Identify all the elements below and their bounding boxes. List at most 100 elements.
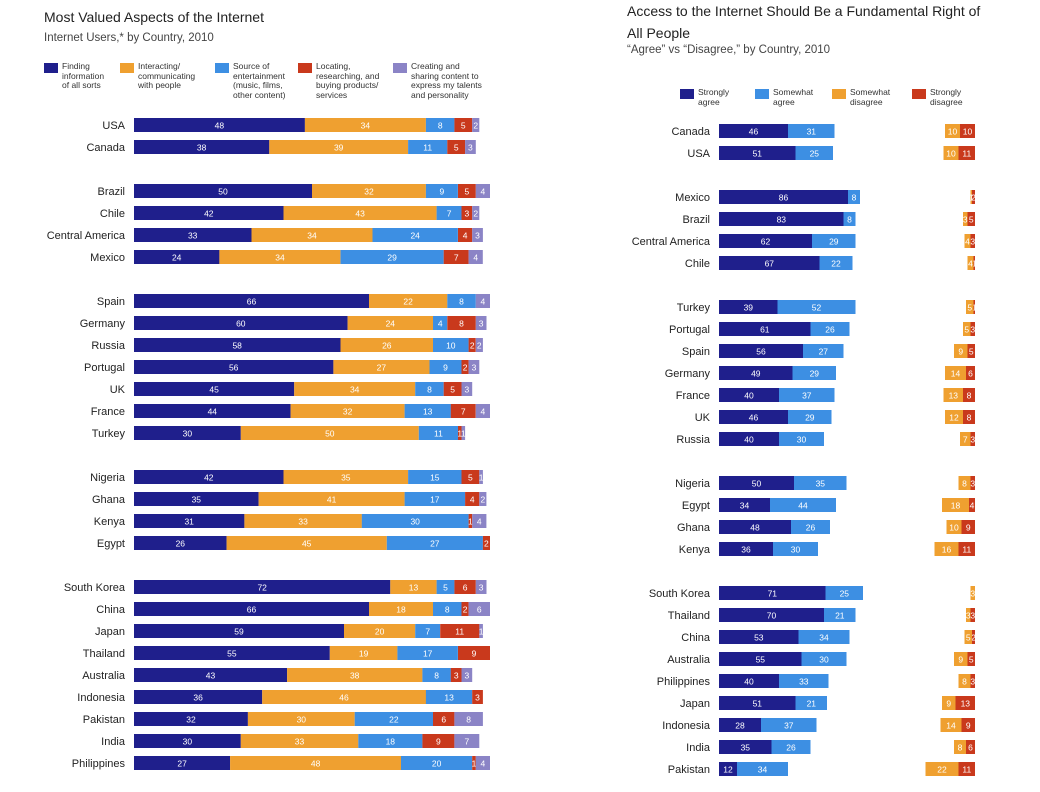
right-legend-swatch-3 bbox=[832, 89, 846, 99]
left-bar-seg-1 bbox=[134, 712, 248, 726]
right-bar-value: 1 bbox=[969, 192, 974, 202]
right-bar-value: 40 bbox=[744, 434, 754, 444]
left-bar-value: 6 bbox=[463, 582, 468, 592]
left-bar-value: 32 bbox=[364, 186, 374, 196]
left-row-russia: Russia 58 26 10 2 2 bbox=[91, 338, 483, 352]
right-country-label: Brazil bbox=[682, 214, 710, 226]
left-bar-seg-1 bbox=[134, 382, 295, 396]
left-bar-seg-1 bbox=[134, 734, 241, 748]
left-bar-seg-5 bbox=[461, 426, 466, 440]
left-bar-value: 34 bbox=[275, 252, 285, 262]
left-bar-seg-5 bbox=[475, 316, 487, 330]
left-bar-value: 4 bbox=[481, 296, 486, 306]
left-bar-seg-1 bbox=[134, 668, 288, 682]
left-bar-seg-5 bbox=[479, 492, 487, 506]
right-bar-seg-3 bbox=[945, 124, 960, 138]
left-country-label: Egypt bbox=[97, 538, 125, 550]
left-bar-seg-2 bbox=[344, 624, 416, 638]
right-bar-seg-1 bbox=[719, 322, 811, 336]
left-bar-seg-1 bbox=[134, 228, 252, 242]
right-bar-value: 29 bbox=[805, 412, 815, 422]
right-bar-value: 8 bbox=[967, 390, 972, 400]
right-bar-value: 7 bbox=[963, 434, 968, 444]
left-bar-seg-3 bbox=[386, 536, 483, 550]
left-bar-seg-4 bbox=[447, 316, 476, 330]
right-bar-value: 40 bbox=[744, 676, 754, 686]
left-bar-seg-5 bbox=[475, 184, 490, 198]
right-country-label: Thailand bbox=[668, 610, 710, 622]
left-bar-seg-4 bbox=[468, 338, 476, 352]
right-row-usa: USA 51 25 11 10 bbox=[687, 146, 975, 160]
right-bar-value: 30 bbox=[797, 434, 807, 444]
right-bar-value: 10 bbox=[949, 522, 959, 532]
left-bar-value: 50 bbox=[218, 186, 228, 196]
right-bar-value: 8 bbox=[847, 214, 852, 224]
right-bar-seg-3 bbox=[954, 652, 968, 666]
left-bar-value: 31 bbox=[184, 516, 194, 526]
left-bar-value: 43 bbox=[355, 208, 365, 218]
right-bar-value: 14 bbox=[946, 720, 956, 730]
left-bar-seg-4 bbox=[461, 602, 469, 616]
right-bar-seg-4 bbox=[970, 608, 975, 622]
left-row-egypt: Egypt 26 45 27 2 bbox=[97, 536, 490, 550]
right-bar-value: 5 bbox=[964, 324, 969, 334]
right-bar-value: 3 bbox=[970, 434, 975, 444]
left-row-nigeria: Nigeria 42 35 15 5 1 bbox=[90, 470, 484, 484]
left-bar-value: 6 bbox=[441, 714, 446, 724]
left-bar-seg-5 bbox=[472, 206, 480, 220]
right-bar-value: 46 bbox=[749, 412, 759, 422]
left-bar-seg-4 bbox=[443, 250, 469, 264]
right-bar-value: 71 bbox=[768, 588, 778, 598]
left-bar-seg-2 bbox=[283, 470, 409, 484]
left-bar-seg-4 bbox=[472, 690, 483, 704]
left-bar-seg-5 bbox=[475, 294, 490, 308]
right-bar-value: 12 bbox=[723, 764, 733, 774]
right-bar-value: 28 bbox=[735, 720, 745, 730]
right-bar-value: 3 bbox=[963, 214, 968, 224]
left-row-spain: Spain 66 22 8 4 bbox=[97, 294, 490, 308]
left-bar-seg-2 bbox=[251, 228, 373, 242]
right-bar-seg-1 bbox=[719, 344, 803, 358]
left-bar-seg-3 bbox=[447, 294, 476, 308]
left-row-germany: Germany 60 24 4 8 3 bbox=[80, 316, 487, 330]
left-legend-swatch-2 bbox=[120, 63, 134, 73]
right-bar-value: 49 bbox=[751, 368, 761, 378]
right-bar-value: 39 bbox=[744, 302, 754, 312]
left-bar-value: 4 bbox=[438, 318, 443, 328]
left-bar-seg-3 bbox=[436, 580, 455, 594]
left-bar-seg-5 bbox=[454, 712, 483, 726]
right-bar-seg-2 bbox=[761, 718, 817, 732]
left-bar-seg-1 bbox=[134, 316, 348, 330]
left-bar-seg-4 bbox=[454, 118, 473, 132]
left-bar-seg-4 bbox=[468, 514, 473, 528]
left-bar-seg-1 bbox=[134, 426, 241, 440]
left-bar-value: 5 bbox=[450, 384, 455, 394]
left-bar-value: 2 bbox=[463, 604, 468, 614]
left-bar-seg-4 bbox=[454, 580, 476, 594]
right-bar-value: 86 bbox=[779, 192, 789, 202]
left-row-australia: Australia 43 38 8 3 3 bbox=[82, 668, 473, 682]
right-bar-seg-3 bbox=[945, 410, 963, 424]
left-bar-value: 2 bbox=[473, 208, 478, 218]
left-bar-value: 44 bbox=[208, 406, 218, 416]
left-bar-value: 2 bbox=[484, 538, 489, 548]
right-bar-seg-3 bbox=[942, 696, 956, 710]
left-bar-value: 2 bbox=[477, 340, 482, 350]
left-country-label: South Korea bbox=[64, 582, 126, 594]
left-bar-value: 30 bbox=[410, 516, 420, 526]
left-row-chile: Chile 42 43 7 3 2 bbox=[100, 206, 480, 220]
left-bar-value: 11 bbox=[455, 626, 464, 636]
left-bar-seg-4 bbox=[461, 206, 473, 220]
right-bar-seg-4 bbox=[967, 344, 975, 358]
left-bar-seg-2 bbox=[304, 118, 426, 132]
left-country-label: Germany bbox=[80, 318, 126, 330]
right-bar-value: 5 bbox=[967, 302, 972, 312]
left-bar-value: 7 bbox=[461, 406, 466, 416]
left-country-label: India bbox=[101, 736, 126, 748]
left-bar-value: 5 bbox=[461, 120, 466, 130]
left-row-portugal: Portugal 56 27 9 2 3 bbox=[84, 360, 480, 374]
left-country-label: Mexico bbox=[90, 252, 125, 264]
left-bar-value: 1 bbox=[461, 428, 466, 438]
right-bar-seg-1 bbox=[719, 146, 796, 160]
left-bar-value: 35 bbox=[192, 494, 202, 504]
